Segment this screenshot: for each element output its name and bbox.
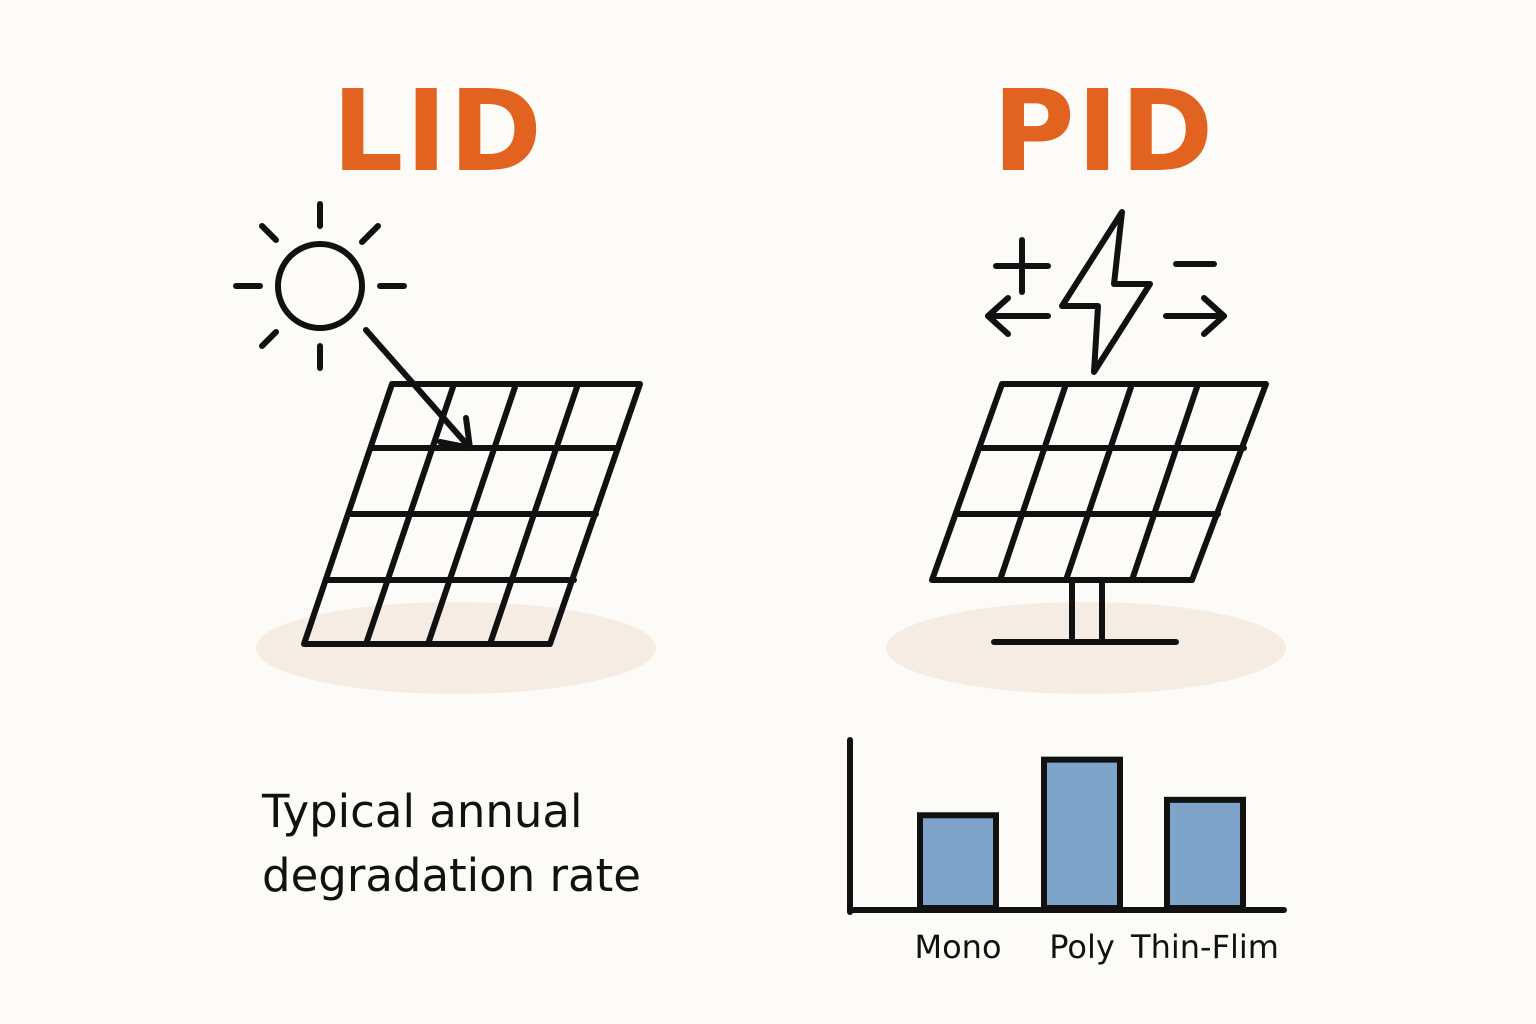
left-arrow-icon: [985, 295, 1051, 337]
category-label-poly: Poly: [1049, 928, 1115, 966]
panel-stand-icon: [991, 579, 1179, 645]
plus-icon: [993, 237, 1051, 295]
caption-line-2: degradation rate: [262, 849, 641, 902]
right-arrow-icon: [1163, 295, 1227, 337]
arrow-icon: [363, 327, 473, 451]
category-label-mono: Mono: [914, 928, 1001, 966]
category-label-thin-flim: Thin-Flim: [1130, 928, 1279, 966]
degradation-bar-chart: Mono Poly Thin-Flim: [847, 737, 1287, 966]
bar-thin-flim: [1164, 796, 1246, 911]
bar-poly: [1041, 756, 1123, 911]
lid-title: LID: [331, 67, 544, 197]
solar-panel-icon: [301, 381, 643, 647]
pid-title: PID: [992, 67, 1216, 197]
degradation-caption: Typical annual degradation rate: [262, 780, 682, 908]
lightning-bolt-icon: [1059, 209, 1153, 375]
pid-solar-panel-icon: [929, 381, 1269, 583]
bar-mono: [917, 812, 999, 911]
caption-line-1: Typical annual: [262, 785, 583, 838]
pid-ground-shadow: [886, 602, 1286, 694]
sun-icon: [233, 201, 407, 371]
